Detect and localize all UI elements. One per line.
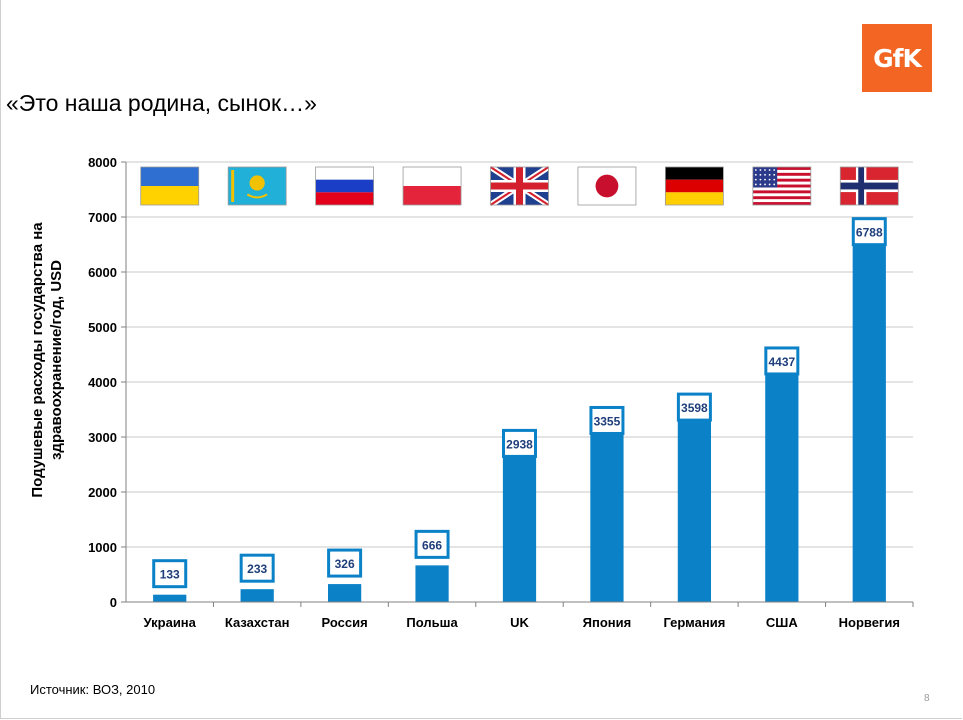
x-tick-label: Норвегия	[839, 615, 900, 630]
data-label-box	[414, 529, 450, 559]
data-label-text: 3598	[681, 401, 708, 415]
source-note: Источник: ВОЗ, 2010	[30, 682, 156, 697]
data-label-text: 6788	[856, 226, 883, 240]
data-label-box	[589, 405, 625, 435]
x-tick-label: Украина	[144, 615, 197, 630]
data-label-text: 233	[247, 562, 267, 576]
data-label-text: 2938	[506, 437, 533, 451]
bar	[677, 404, 712, 602]
russia-flag-icon	[315, 166, 375, 206]
data-label-box	[851, 217, 887, 247]
bar	[765, 357, 799, 602]
bar	[153, 594, 187, 602]
y-tick-label: 8000	[88, 155, 117, 170]
y-tick-label: 2000	[88, 485, 117, 500]
bar	[327, 584, 362, 602]
bar	[415, 565, 449, 602]
data-label: 6788	[851, 217, 887, 247]
y-tick-label: 6000	[88, 265, 117, 280]
data-label-box	[152, 559, 188, 589]
page-number: 8	[924, 693, 930, 704]
data-label: 3355	[589, 405, 625, 435]
data-label-text: 666	[422, 538, 442, 552]
data-label-box	[239, 553, 275, 583]
data-label-text: 326	[335, 557, 355, 571]
data-label-box	[327, 548, 363, 578]
y-tick-label: 4000	[88, 375, 117, 390]
data-label: 4437	[764, 346, 800, 376]
y-tick-label: 3000	[88, 430, 117, 445]
data-label: 233	[239, 553, 275, 583]
y-tick-label: 1000	[88, 540, 117, 555]
bar	[590, 417, 624, 602]
data-label-box	[676, 392, 712, 422]
data-label: 133	[152, 559, 188, 589]
y-tick-labels: 0 1000 2000 3000 4000 5000 6000 7000 8000	[88, 155, 126, 610]
data-label: 666	[414, 529, 450, 559]
bars	[153, 228, 886, 602]
germany-flag-icon	[664, 166, 724, 206]
bar	[240, 589, 274, 602]
y-tick-label: 0	[110, 595, 117, 610]
uk-flag-icon	[488, 164, 551, 208]
data-label-box	[764, 346, 800, 376]
data-label-text: 133	[160, 568, 180, 582]
data-label: 2938	[502, 428, 537, 458]
gfk-logo: GfK	[862, 24, 932, 92]
slide-title: «Это наша родина, сынок…»	[6, 90, 317, 116]
x-tick-label: США	[766, 615, 798, 630]
x-tick-label: Япония	[583, 615, 632, 630]
data-label-text: 3355	[594, 414, 621, 428]
data-labels: 133 233 326 666 2938 3355 3598 4437 6788	[152, 217, 887, 589]
bar	[852, 228, 886, 602]
data-label: 3598	[676, 392, 712, 422]
x-tick-label: Германия	[663, 615, 725, 630]
x-tick-labels: Украина Казахстан Россия Польша UK Япония Герм…	[144, 602, 914, 630]
x-tick-label: Казахстан	[225, 615, 290, 630]
flags	[140, 164, 899, 208]
ukraine-flag-icon	[140, 166, 200, 206]
usa-flag-icon	[752, 166, 812, 206]
x-tick-label: Россия	[322, 615, 368, 630]
data-label-text: 4437	[768, 355, 795, 369]
data-label-box	[502, 428, 537, 458]
bar	[502, 440, 537, 602]
y-tick-label: 5000	[88, 320, 117, 335]
y-tick-label: 7000	[88, 210, 117, 225]
x-tick-label: UK	[510, 615, 529, 630]
poland-flag-icon	[402, 166, 462, 206]
kazakhstan-flag-icon	[227, 166, 287, 206]
japan-flag-icon	[577, 166, 637, 206]
x-tick-label: Польша	[406, 615, 458, 630]
data-label: 326	[327, 548, 363, 578]
norway-flag-icon	[839, 166, 899, 206]
